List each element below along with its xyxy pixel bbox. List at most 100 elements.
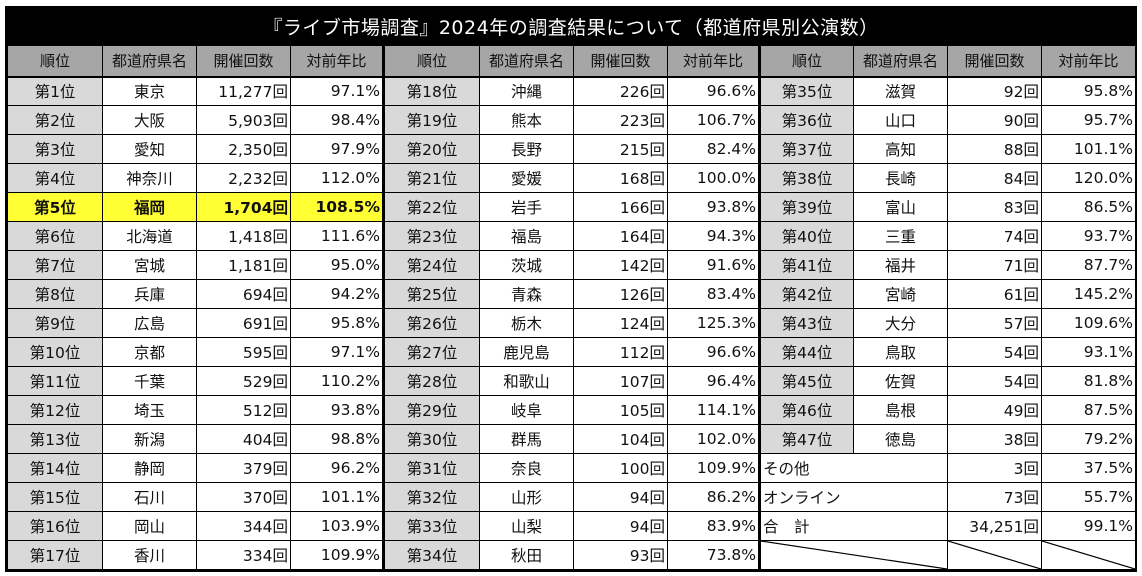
prefecture-cell: 鹿児島 xyxy=(479,337,574,367)
table-row: 第7位 宮城 1,181回 95.0% 第24位 茨城 142回 91.6% 第41位 福井 71回… xyxy=(7,250,1136,280)
summary-label-cell: オンライン xyxy=(758,482,948,512)
header-count: 開催回数 xyxy=(947,45,1042,78)
ratio-cell: 106.7% xyxy=(667,105,760,135)
table-row: 第2位 大阪 5,903回 98.4% 第19位 熊本 223回 106.7% 第36位 山口 90… xyxy=(7,105,1136,135)
count-cell: 215回 xyxy=(573,134,668,164)
ratio-cell: 111.6% xyxy=(290,221,384,251)
count-cell: 334回 xyxy=(196,540,291,570)
prefecture-cell: 大分 xyxy=(853,308,948,338)
ratio-cell: 97.1% xyxy=(290,76,384,106)
ratio-cell: 93.1% xyxy=(1041,337,1136,367)
ratio-cell: 101.1% xyxy=(290,482,384,512)
count-cell: 166回 xyxy=(573,192,668,222)
count-cell: 92回 xyxy=(947,76,1042,106)
rank-cell: 第30位 xyxy=(382,424,480,454)
count-cell-highlighted: 1,704回 xyxy=(196,192,291,222)
count-cell: 11,277回 xyxy=(196,76,291,106)
header-prefecture: 都道府県名 xyxy=(479,45,574,78)
rank-cell: 第41位 xyxy=(758,250,854,280)
rank-cell: 第31位 xyxy=(382,453,480,483)
prefecture-cell: 福島 xyxy=(479,221,574,251)
results-table-frame: 『ライブ市場調査』2024年の調査結果について（都道府県別公演数） 順位 都道府… xyxy=(5,6,1137,572)
table-row: 第17位 香川 334回 109.9% 第34位 秋田 93回 73.8% xyxy=(7,540,1136,570)
rank-cell: 第12位 xyxy=(7,395,103,425)
count-cell: 529回 xyxy=(196,366,291,396)
prefecture-cell: 東京 xyxy=(102,76,197,106)
prefecture-cell: 栃木 xyxy=(479,308,574,338)
count-cell: 379回 xyxy=(196,453,291,483)
rank-cell: 第18位 xyxy=(382,76,480,106)
rank-cell: 第37位 xyxy=(758,134,854,164)
ratio-cell: 83.4% xyxy=(667,279,760,309)
ratio-cell: 95.8% xyxy=(1041,76,1136,106)
prefecture-cell: 岡山 xyxy=(102,511,197,541)
summary-count-cell: 3回 xyxy=(947,453,1042,483)
ratio-cell: 82.4% xyxy=(667,134,760,164)
count-cell: 84回 xyxy=(947,163,1042,193)
prefecture-cell: 奈良 xyxy=(479,453,574,483)
prefecture-cell: 埼玉 xyxy=(102,395,197,425)
count-cell: 105回 xyxy=(573,395,668,425)
header-row: 順位 都道府県名 開催回数 対前年比 順位 都道府県名 開催回数 対前年比 順位… xyxy=(7,45,1136,78)
prefecture-cell: 熊本 xyxy=(479,105,574,135)
count-cell: 2,232回 xyxy=(196,163,291,193)
ratio-cell: 81.8% xyxy=(1041,366,1136,396)
ratio-cell: 100.0% xyxy=(667,163,760,193)
ratio-cell: 101.1% xyxy=(1041,134,1136,164)
ratio-cell: 98.4% xyxy=(290,105,384,135)
prefecture-cell: 和歌山 xyxy=(479,366,574,396)
ratio-cell: 102.0% xyxy=(667,424,760,454)
header-prefecture: 都道府県名 xyxy=(102,45,197,78)
count-cell: 404回 xyxy=(196,424,291,454)
rank-cell: 第23位 xyxy=(382,221,480,251)
ratio-cell: 86.2% xyxy=(667,482,760,512)
count-cell: 512回 xyxy=(196,395,291,425)
ratio-cell: 120.0% xyxy=(1041,163,1136,193)
blank-diagonal-cell xyxy=(947,540,1042,570)
prefecture-cell-highlighted: 福岡 xyxy=(102,192,197,222)
ratio-cell-highlighted: 108.5% xyxy=(290,192,384,222)
ratio-cell: 73.8% xyxy=(667,540,760,570)
ratio-cell: 93.7% xyxy=(1041,221,1136,251)
prefecture-performance-table: 順位 都道府県名 開催回数 対前年比 順位 都道府県名 開催回数 対前年比 順位… xyxy=(7,45,1136,570)
rank-cell: 第4位 xyxy=(7,163,103,193)
prefecture-cell: 山梨 xyxy=(479,511,574,541)
rank-cell: 第25位 xyxy=(382,279,480,309)
ratio-cell: 103.9% xyxy=(290,511,384,541)
ratio-cell: 109.9% xyxy=(667,453,760,483)
prefecture-cell: 愛媛 xyxy=(479,163,574,193)
table-row: 第15位 石川 370回 101.1% 第32位 山形 94回 86.2% オンライン 73回 55… xyxy=(7,482,1136,512)
ratio-cell: 96.2% xyxy=(290,453,384,483)
prefecture-cell: 徳島 xyxy=(853,424,948,454)
count-cell: 104回 xyxy=(573,424,668,454)
ratio-cell: 93.8% xyxy=(290,395,384,425)
count-cell: 54回 xyxy=(947,337,1042,367)
rank-cell: 第19位 xyxy=(382,105,480,135)
rank-cell: 第14位 xyxy=(7,453,103,483)
rank-cell: 第45位 xyxy=(758,366,854,396)
summary-ratio-cell: 99.1% xyxy=(1041,511,1136,541)
rank-cell: 第1位 xyxy=(7,76,103,106)
ratio-cell: 109.6% xyxy=(1041,308,1136,338)
rank-cell: 第10位 xyxy=(7,337,103,367)
rank-cell: 第16位 xyxy=(7,511,103,541)
rank-cell: 第46位 xyxy=(758,395,854,425)
count-cell: 5,903回 xyxy=(196,105,291,135)
count-cell: 2,350回 xyxy=(196,134,291,164)
rank-cell: 第2位 xyxy=(7,105,103,135)
diagonal-line-icon xyxy=(761,541,947,569)
prefecture-cell: 茨城 xyxy=(479,250,574,280)
rank-cell: 第20位 xyxy=(382,134,480,164)
count-cell: 595回 xyxy=(196,337,291,367)
table-row: 第10位 京都 595回 97.1% 第27位 鹿児島 112回 96.6% 第44位 鳥取 54回… xyxy=(7,337,1136,367)
table-row: 第13位 新潟 404回 98.8% 第30位 群馬 104回 102.0% 第47位 徳島 38回… xyxy=(7,424,1136,454)
prefecture-cell: 長野 xyxy=(479,134,574,164)
ratio-cell: 97.9% xyxy=(290,134,384,164)
ratio-cell: 79.2% xyxy=(1041,424,1136,454)
ratio-cell: 110.2% xyxy=(290,366,384,396)
prefecture-cell: 秋田 xyxy=(479,540,574,570)
header-prefecture: 都道府県名 xyxy=(853,45,948,78)
count-cell: 49回 xyxy=(947,395,1042,425)
rank-cell: 第6位 xyxy=(7,221,103,251)
count-cell: 71回 xyxy=(947,250,1042,280)
